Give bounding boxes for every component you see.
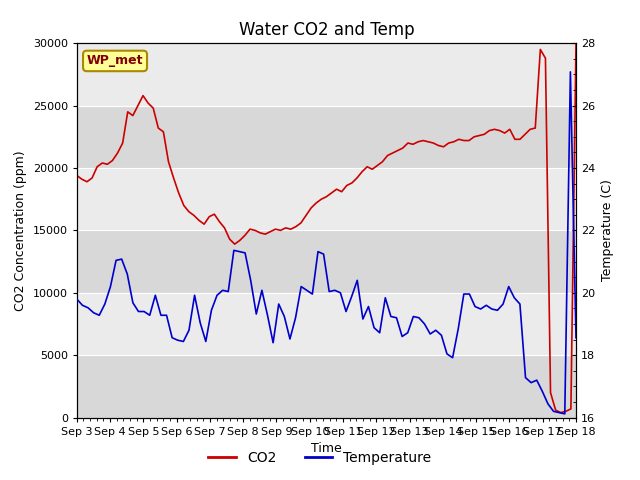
Bar	[77, 293, 576, 355]
Bar	[77, 106, 576, 168]
Bar	[77, 43, 576, 106]
Bar	[77, 230, 576, 293]
X-axis label: Time: Time	[311, 442, 342, 455]
Y-axis label: Temperature (C): Temperature (C)	[601, 180, 614, 281]
Y-axis label: CO2 Concentration (ppm): CO2 Concentration (ppm)	[14, 150, 27, 311]
Bar	[77, 355, 576, 418]
Text: WP_met: WP_met	[87, 54, 143, 67]
Bar	[77, 168, 576, 230]
Title: Water CO2 and Temp: Water CO2 and Temp	[239, 21, 414, 39]
Legend: CO2, Temperature: CO2, Temperature	[203, 445, 437, 471]
